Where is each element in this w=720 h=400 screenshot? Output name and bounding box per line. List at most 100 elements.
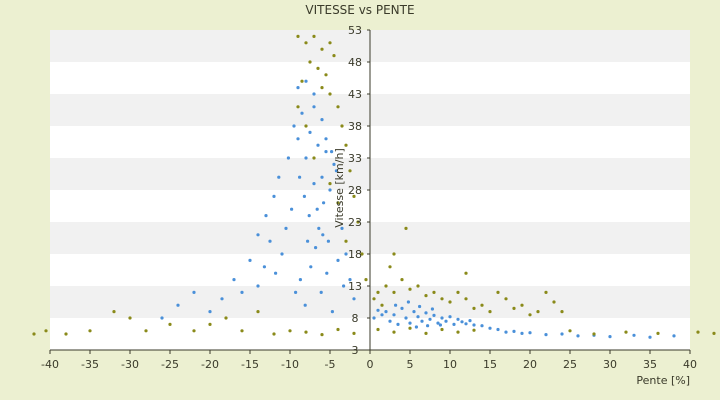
y-tick-label: 33: [348, 152, 362, 165]
data-point: [496, 327, 500, 332]
data-point: [560, 332, 564, 336]
data-point: [192, 290, 196, 294]
data-point: [320, 118, 324, 122]
data-point: [352, 331, 356, 335]
data-point: [168, 322, 172, 326]
data-point: [384, 284, 388, 288]
y-tick-label: 38: [348, 120, 362, 133]
data-point: [408, 326, 412, 330]
data-point: [412, 310, 416, 314]
data-point: [438, 323, 442, 327]
x-tick-label: -30: [121, 358, 139, 371]
data-point: [160, 316, 164, 320]
data-point: [520, 331, 524, 335]
data-point: [388, 265, 392, 269]
data-point: [296, 137, 300, 141]
data-point: [404, 226, 408, 230]
data-point: [292, 124, 296, 128]
data-point: [322, 201, 326, 205]
data-point: [288, 329, 292, 333]
data-point: [400, 278, 404, 282]
data-point: [480, 303, 484, 307]
data-point: [352, 297, 356, 301]
data-point: [608, 335, 612, 339]
data-point: [294, 290, 298, 294]
data-point: [304, 330, 308, 334]
data-point: [256, 233, 260, 237]
data-point: [408, 321, 412, 325]
data-point: [321, 233, 325, 237]
data-point: [272, 332, 276, 336]
data-point: [632, 333, 636, 337]
x-tick-label: -25: [161, 358, 179, 371]
data-point: [296, 34, 300, 39]
data-point: [304, 41, 308, 45]
data-point: [504, 330, 508, 334]
data-point: [88, 329, 92, 333]
x-tick-label: 25: [563, 358, 577, 371]
data-point: [424, 294, 428, 298]
data-point: [440, 297, 444, 301]
data-point: [416, 284, 420, 288]
x-tick-label: 30: [603, 358, 617, 371]
data-point: [296, 86, 300, 90]
data-point: [176, 303, 180, 307]
data-point: [328, 182, 332, 186]
data-point: [414, 325, 418, 329]
data-point: [192, 329, 196, 333]
data-point: [576, 334, 580, 338]
data-point: [330, 150, 334, 154]
data-point: [220, 297, 224, 301]
data-point: [328, 188, 332, 192]
data-point: [360, 252, 364, 256]
x-tick-label: 40: [683, 358, 697, 371]
data-point: [418, 304, 422, 309]
data-point: [208, 310, 212, 314]
data-point: [304, 156, 308, 160]
data-point: [344, 239, 348, 243]
data-point: [298, 278, 302, 282]
data-point: [208, 322, 212, 326]
data-point: [448, 315, 452, 319]
y-tick-label: 23: [348, 216, 362, 229]
data-point: [274, 271, 278, 275]
data-point: [256, 310, 260, 314]
data-point: [464, 271, 468, 275]
data-point: [408, 287, 412, 291]
x-axis-label: Pente [%]: [636, 374, 690, 387]
data-point: [32, 332, 36, 336]
data-point: [392, 290, 396, 294]
data-point: [400, 306, 404, 310]
data-point: [468, 319, 472, 323]
data-point: [712, 331, 716, 335]
data-point: [464, 297, 468, 301]
data-point: [384, 310, 388, 314]
data-point: [404, 316, 408, 320]
data-point: [336, 105, 340, 109]
x-tick-label: 10: [443, 358, 457, 371]
data-point: [340, 226, 344, 230]
data-point: [656, 331, 660, 335]
x-tick-label: -5: [325, 358, 336, 371]
data-point: [364, 278, 368, 282]
chart-title: VITESSE vs PENTE: [305, 3, 414, 17]
data-point: [472, 328, 476, 332]
data-point: [430, 307, 434, 311]
data-point: [648, 335, 652, 339]
data-point: [396, 322, 400, 326]
data-point: [300, 79, 304, 83]
y-tick-label: 28: [348, 184, 362, 197]
data-point: [376, 327, 380, 332]
data-point: [307, 214, 311, 218]
data-point: [380, 313, 384, 317]
data-point: [264, 214, 268, 218]
data-point: [424, 331, 428, 335]
data-point: [336, 327, 340, 332]
data-point: [316, 66, 320, 70]
y-tick-label: 8: [352, 312, 359, 325]
data-point: [240, 329, 244, 333]
data-point: [448, 300, 452, 304]
data-point: [328, 92, 332, 96]
